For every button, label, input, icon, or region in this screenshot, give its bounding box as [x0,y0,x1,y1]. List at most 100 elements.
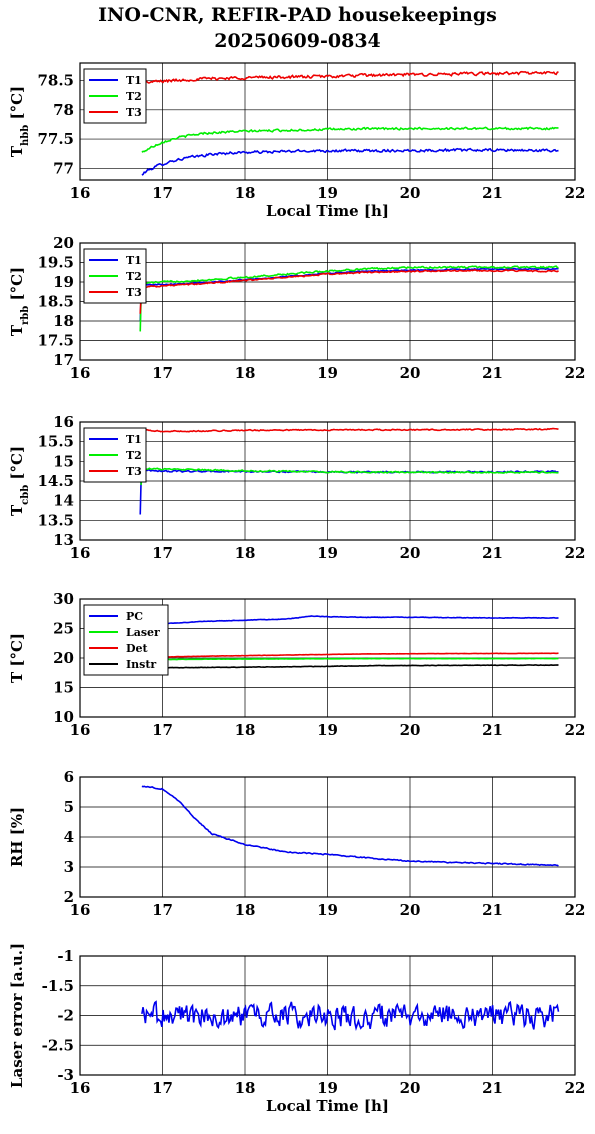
y-tick-label: 20 [53,649,74,667]
x-tick-label: 19 [317,184,338,202]
y-tick-label: 16 [53,413,74,431]
plot-frame [79,776,576,898]
series-line-t1 [139,267,559,322]
x-tick-label: 22 [565,721,586,739]
legend-label: T2 [126,449,142,462]
y-tick-label: -3 [57,1066,74,1084]
y-tick-label: 4 [64,828,74,846]
y-tick-label: 5 [64,798,74,816]
x-tick-label: 17 [152,901,173,919]
series-line-t3 [141,70,559,85]
x-tick-label: 17 [152,721,173,739]
y-tick-label: 19 [53,273,74,291]
y-axis-label: Trbb [°C] [8,267,31,336]
x-tick-label: 21 [482,901,503,919]
legend-label: T1 [126,74,142,87]
x-tick-label: 18 [235,721,256,739]
x-tick-label: 16 [70,1079,91,1097]
legend-label: Det [126,642,149,655]
y-tick-label: 25 [53,620,74,638]
y-tick-label: 14 [53,492,74,510]
legend-label: Laser [126,626,160,639]
plot-frame [79,421,576,541]
x-axis-label: Local Time [h] [266,1097,389,1115]
x-tick-label: 19 [317,721,338,739]
y-tick-label: 15 [53,679,74,697]
x-tick-label: 19 [317,364,338,382]
y-axis-label: RH [%] [8,807,26,867]
legend-label: T2 [126,90,142,103]
x-tick-label: 18 [235,544,256,562]
x-tick-label: 16 [70,364,91,382]
y-tick-label: -2 [57,1007,74,1025]
chart-panel-1: 16 17 18 19 20 21 22 77 77.5 78 78.5 T1 T2 T3 Thbb [°C… [8,62,586,220]
x-tick-label: 18 [235,901,256,919]
legend-label: T3 [126,106,142,119]
legend-label: PC [126,610,143,623]
series-line-data [141,1000,560,1032]
legend: T1 T2 T3 [83,427,147,483]
legend: T1 T2 T3 [83,68,147,124]
y-tick-label: 3 [64,858,74,876]
x-tick-label: 21 [482,721,503,739]
legend-label: T1 [126,254,142,267]
x-tick-label: 22 [565,1079,586,1097]
y-tick-label: 18.5 [37,293,74,311]
x-tick-label: 17 [152,544,173,562]
x-tick-label: 20 [400,721,421,739]
x-tick-label: 21 [482,544,503,562]
legend: PC Laser Det Instr [83,604,169,676]
series-line-t3 [141,427,559,433]
x-tick-label: 20 [400,544,421,562]
y-tick-label: -2.5 [42,1036,74,1054]
x-tick-label: 16 [70,184,91,202]
series-line-laser [141,657,559,661]
chart-title: INO-CNR, REFIR-PAD housekeepings [98,4,497,26]
y-tick-label: 15 [53,452,74,470]
y-axis-label: T [°C] [8,633,26,683]
legend-label: T3 [126,286,142,299]
x-tick-label: 21 [482,1079,503,1097]
chart-panel-6: 16 17 18 19 20 21 22 -3 -2.5 -2 -1.5 -1 Laser error … [8,943,585,1115]
y-tick-label: 17 [53,351,74,369]
series-line-t1 [141,147,559,176]
series-line-t2 [139,265,559,332]
x-tick-label: 20 [400,364,421,382]
plot-frame [79,242,576,361]
y-axis-label: Laser error [a.u.] [8,943,26,1088]
x-tick-label: 20 [400,184,421,202]
x-tick-label: 19 [317,1079,338,1097]
plot-frame [79,62,576,181]
x-tick-label: 18 [235,184,256,202]
series-line-t3 [139,269,559,314]
x-tick-label: 16 [70,901,91,919]
x-tick-label: 21 [482,184,503,202]
x-tick-label: 18 [235,364,256,382]
y-tick-label: 77 [53,159,74,177]
legend-label: T3 [126,465,142,478]
x-tick-label: 22 [565,901,586,919]
series-line-pc [141,615,559,627]
y-tick-label: -1.5 [42,977,74,995]
y-tick-label: 78 [53,101,74,119]
plot-frame [79,955,576,1076]
y-tick-label: 13.5 [37,511,74,529]
x-tick-label: 22 [565,364,586,382]
y-tick-label: 2 [64,888,74,906]
series-line-t2 [140,467,559,486]
x-tick-label: 19 [317,901,338,919]
x-tick-label: 18 [235,1079,256,1097]
y-tick-label: 78.5 [37,72,74,90]
x-tick-label: 17 [152,364,173,382]
x-tick-label: 20 [400,901,421,919]
x-tick-label: 22 [565,184,586,202]
y-tick-label: 15.5 [37,433,74,451]
y-tick-label: 14.5 [37,472,74,490]
y-axis-label: Thbb [°C] [8,86,31,157]
y-tick-label: 13 [53,531,74,549]
legend-label: T1 [126,433,142,446]
x-tick-label: 16 [70,721,91,739]
y-tick-label: 18 [53,312,74,330]
